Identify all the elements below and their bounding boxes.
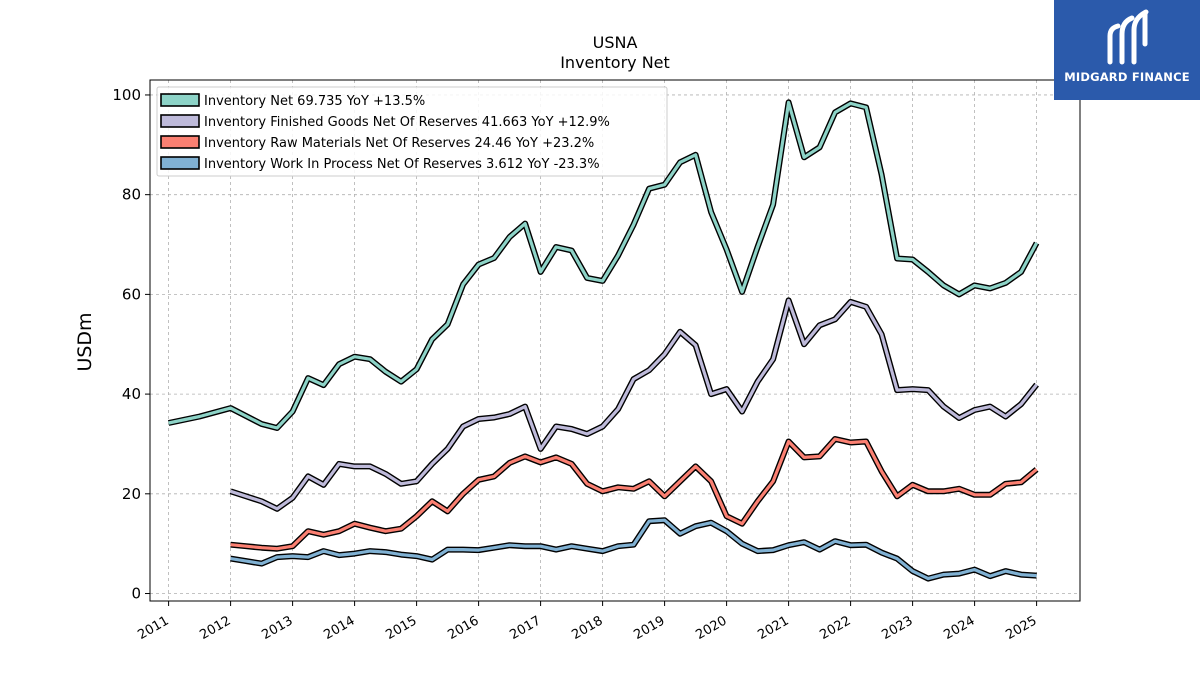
series-outline-3 bbox=[230, 517, 1037, 582]
legend-label-3: Inventory Work In Process Net Of Reserve… bbox=[204, 157, 600, 172]
x-tick-label: 2013 bbox=[259, 613, 295, 643]
series-line-3 bbox=[230, 518, 1037, 581]
x-tick-label: 2016 bbox=[445, 613, 481, 643]
legend-label-2: Inventory Raw Materials Net Of Reserves … bbox=[204, 136, 594, 151]
legend-label-0: Inventory Net 69.735 YoY +13.5% bbox=[204, 94, 425, 109]
y-tick-label: 0 bbox=[131, 585, 141, 603]
x-tick-label: 2015 bbox=[383, 613, 419, 643]
x-tick-label: 2023 bbox=[879, 613, 915, 643]
chart-title: USNA bbox=[593, 33, 638, 52]
legend: Inventory Net 69.735 YoY +13.5% Inventory… bbox=[156, 86, 668, 177]
series-outline-1 bbox=[229, 297, 1039, 512]
series-outline-2 bbox=[230, 436, 1039, 552]
x-tick-label: 2024 bbox=[941, 613, 977, 643]
x-tick-label: 2021 bbox=[755, 613, 791, 643]
midgard-finance-logo: MIDGARD FINANCE bbox=[1054, 0, 1200, 100]
x-tick-label: 2025 bbox=[1003, 613, 1039, 643]
legend-swatch-0 bbox=[160, 93, 200, 107]
y-axis-label: USDm bbox=[74, 312, 96, 371]
x-tick-label: 2017 bbox=[507, 613, 543, 643]
y-tick-label: 20 bbox=[122, 485, 141, 503]
y-tick-label: 80 bbox=[122, 186, 141, 204]
series-line-0 bbox=[168, 100, 1039, 430]
x-tick-label: 2014 bbox=[321, 613, 357, 643]
legend-swatch-2 bbox=[160, 135, 200, 149]
logo-mark-icon bbox=[1107, 9, 1149, 65]
series-line-2 bbox=[230, 437, 1038, 551]
series-lines bbox=[167, 99, 1040, 582]
legend-swatch-3 bbox=[160, 156, 200, 170]
y-tick-label: 60 bbox=[122, 285, 141, 303]
chart-subtitle: Inventory Net bbox=[560, 53, 670, 72]
x-tick-label: 2012 bbox=[197, 613, 233, 643]
legend-label-1: Inventory Finished Goods Net Of Reserves… bbox=[204, 115, 610, 130]
y-tick-label: 40 bbox=[122, 385, 141, 403]
x-tick-label: 2018 bbox=[569, 613, 605, 643]
series-line-1 bbox=[230, 298, 1038, 511]
x-tick-label: 2022 bbox=[817, 613, 853, 643]
y-tick-label: 100 bbox=[112, 86, 141, 104]
legend-frame bbox=[156, 86, 668, 177]
x-tick-label: 2020 bbox=[693, 613, 729, 643]
x-tick-label: 2019 bbox=[631, 613, 667, 643]
x-axis: 2011 2012 2013 2014 2015 2016 2017 2018 2019 2020… bbox=[135, 601, 1040, 643]
legend-swatch-1 bbox=[160, 114, 200, 128]
plot-frame bbox=[149, 79, 1081, 602]
y-axis: 0 20 40 60 80 100 bbox=[112, 86, 150, 603]
logo-text: MIDGARD FINANCE bbox=[1064, 70, 1190, 84]
x-tick-label: 2011 bbox=[135, 613, 171, 643]
